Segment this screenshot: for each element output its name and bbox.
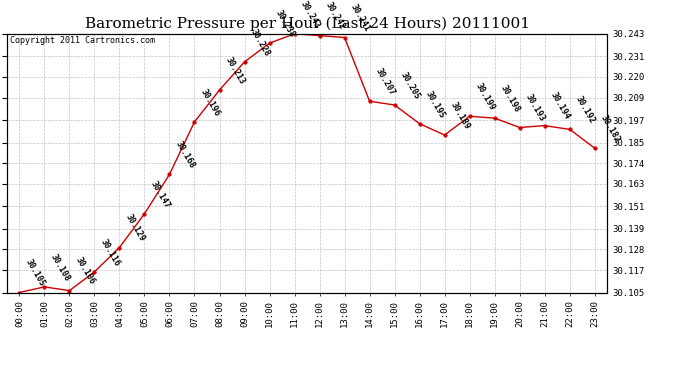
Text: 30.106: 30.106 [74, 256, 97, 286]
Text: 30.168: 30.168 [174, 140, 197, 170]
Text: 30.207: 30.207 [374, 67, 397, 97]
Text: 30.192: 30.192 [574, 95, 597, 125]
Text: 30.241: 30.241 [348, 3, 371, 33]
Text: 30.116: 30.116 [99, 237, 121, 268]
Text: 30.129: 30.129 [124, 213, 146, 243]
Title: Barometric Pressure per Hour (Last 24 Hours) 20111001: Barometric Pressure per Hour (Last 24 Ho… [85, 17, 529, 31]
Text: 30.193: 30.193 [524, 93, 546, 123]
Text: 30.182: 30.182 [599, 114, 622, 144]
Text: 30.243: 30.243 [299, 0, 322, 30]
Text: 30.195: 30.195 [424, 89, 446, 120]
Text: 30.105: 30.105 [23, 258, 46, 288]
Text: 30.108: 30.108 [48, 252, 71, 283]
Text: Copyright 2011 Cartronics.com: Copyright 2011 Cartronics.com [10, 36, 155, 45]
Text: 30.196: 30.196 [199, 87, 221, 118]
Text: 30.189: 30.189 [448, 100, 471, 131]
Text: 30.238: 30.238 [274, 9, 297, 39]
Text: 30.205: 30.205 [399, 70, 422, 101]
Text: 30.242: 30.242 [324, 1, 346, 32]
Text: 30.228: 30.228 [248, 27, 271, 58]
Text: 30.194: 30.194 [549, 91, 571, 122]
Text: 30.213: 30.213 [224, 56, 246, 86]
Text: 30.198: 30.198 [499, 84, 522, 114]
Text: 30.147: 30.147 [148, 179, 171, 210]
Text: 30.199: 30.199 [474, 82, 497, 112]
